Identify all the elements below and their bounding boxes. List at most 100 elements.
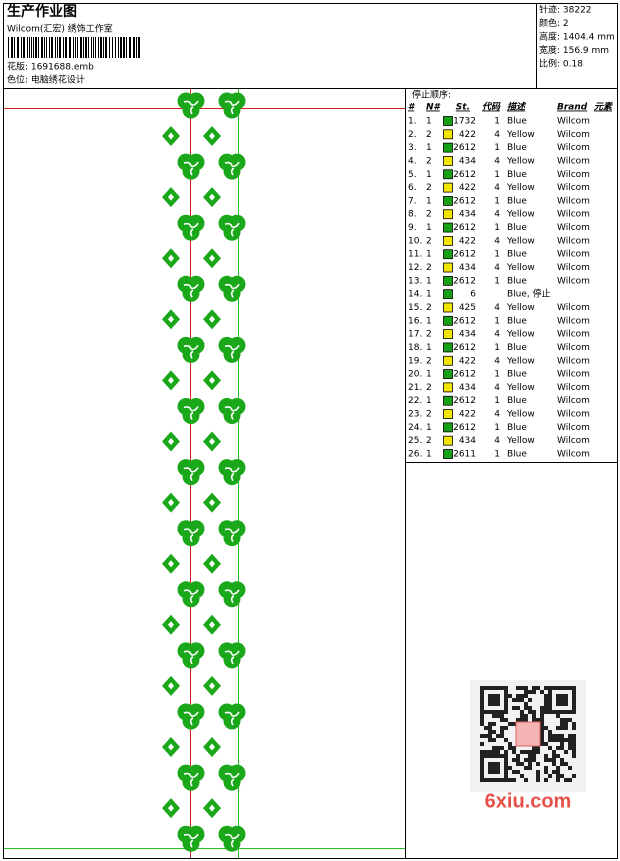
qr-module xyxy=(520,750,524,754)
qr-module xyxy=(528,762,532,766)
diamond-hole xyxy=(209,132,215,140)
barcode-bar xyxy=(44,37,45,58)
barcode-bar xyxy=(77,37,78,58)
barcode-bar xyxy=(51,37,53,58)
qr-module xyxy=(564,750,568,754)
qr-module xyxy=(540,730,544,734)
diamond-hole xyxy=(168,438,174,445)
qr-module xyxy=(524,694,528,698)
table-cell: Wilcom xyxy=(557,410,590,420)
qr-module xyxy=(528,766,532,770)
qr-module xyxy=(512,750,516,754)
table-cell: Wilcom xyxy=(557,436,590,446)
table-cell: Wilcom xyxy=(557,383,590,393)
qr-module xyxy=(552,758,556,762)
barcode-bar xyxy=(109,37,110,58)
table-cell: 1 xyxy=(494,117,500,127)
table-cell: 4 xyxy=(494,383,500,393)
qr-module xyxy=(500,718,504,722)
qr-module xyxy=(544,702,548,706)
qr-module xyxy=(524,702,528,706)
table-cell: 1 xyxy=(494,343,500,353)
table-cell: 4 xyxy=(494,263,500,273)
qr-module xyxy=(552,738,556,742)
flower-swirl xyxy=(224,772,240,787)
qr-module xyxy=(520,698,524,702)
table-cell: 25. xyxy=(408,436,422,446)
qr-module xyxy=(496,714,500,718)
diamond-hole xyxy=(209,438,215,445)
qr-finder xyxy=(488,762,500,774)
qr-module xyxy=(508,766,512,770)
table-cell: 20. xyxy=(408,370,422,380)
table-cell: Blue xyxy=(507,316,527,326)
table-cell: 4 xyxy=(494,410,500,420)
table-cell: 422 xyxy=(459,410,476,420)
qr-module xyxy=(556,746,560,750)
table-cell: 9. xyxy=(408,223,417,233)
thread-swatch xyxy=(443,342,453,353)
table-cell: 2611 xyxy=(453,450,476,460)
qr-module xyxy=(560,742,564,746)
table-cell: 1 xyxy=(494,396,500,406)
flower-swirl xyxy=(224,589,240,604)
qr-module xyxy=(568,742,572,746)
table-cell: 434 xyxy=(459,383,476,393)
table-cell: 2 xyxy=(426,410,432,420)
qr-module xyxy=(556,778,560,782)
table-cell: 2612 xyxy=(453,250,476,260)
table-cell: Blue xyxy=(507,276,527,286)
thread-swatch xyxy=(443,409,453,419)
qr-module xyxy=(548,738,552,742)
barcode-bar xyxy=(65,37,67,58)
qr-module xyxy=(552,762,556,766)
barcode-bar xyxy=(31,37,32,58)
qr-module xyxy=(508,778,512,782)
table-cell: 2 xyxy=(426,263,432,273)
qr-module xyxy=(508,722,512,726)
flower-swirl xyxy=(183,161,199,176)
qr-module xyxy=(572,726,576,730)
table-cell: 1 xyxy=(494,170,500,180)
column-header: N# xyxy=(426,103,442,113)
barcode-bar xyxy=(41,37,43,58)
barcode-bar xyxy=(73,37,74,58)
qr-module xyxy=(560,734,564,738)
table-cell: 2612 xyxy=(453,196,476,206)
thread-swatch xyxy=(443,422,453,433)
table-cell: 1 xyxy=(494,223,500,233)
table-cell: 2612 xyxy=(453,396,476,406)
barcode xyxy=(8,37,140,58)
qr-module xyxy=(520,694,524,698)
diamond-hole xyxy=(209,254,215,262)
table-cell: 17. xyxy=(408,330,422,340)
table-cell: 422 xyxy=(459,356,476,366)
table-cell: Yellow xyxy=(506,303,535,313)
table-cell: 1 xyxy=(494,316,500,326)
table-cell: Blue xyxy=(507,117,527,127)
design-file: 花版: 1691688.emb xyxy=(7,61,94,73)
qr-finder xyxy=(480,686,508,714)
qr-module xyxy=(516,770,520,774)
qr-module xyxy=(488,730,492,734)
flower-swirl xyxy=(224,833,240,848)
table-cell: 1 xyxy=(494,276,500,286)
qr-module xyxy=(524,778,528,782)
qr-module xyxy=(552,754,556,758)
table-cell: 2612 xyxy=(453,343,476,353)
qr-module xyxy=(536,746,540,750)
qr-module xyxy=(564,738,568,742)
table-cell: Yellow xyxy=(506,130,535,140)
diamond-hole xyxy=(168,682,174,690)
table-cell: 1 xyxy=(426,250,432,260)
table-cell: Wilcom xyxy=(557,196,590,206)
table-cell: 1 xyxy=(426,276,432,286)
table-cell: 4 xyxy=(494,130,500,140)
thread-swatch xyxy=(443,289,453,300)
qr-module xyxy=(524,766,528,770)
table-cell: Wilcom xyxy=(557,316,590,326)
qr-module xyxy=(532,718,536,722)
table-cell: Blue xyxy=(507,343,527,353)
qr-module xyxy=(532,754,536,758)
flower-swirl xyxy=(224,283,240,298)
